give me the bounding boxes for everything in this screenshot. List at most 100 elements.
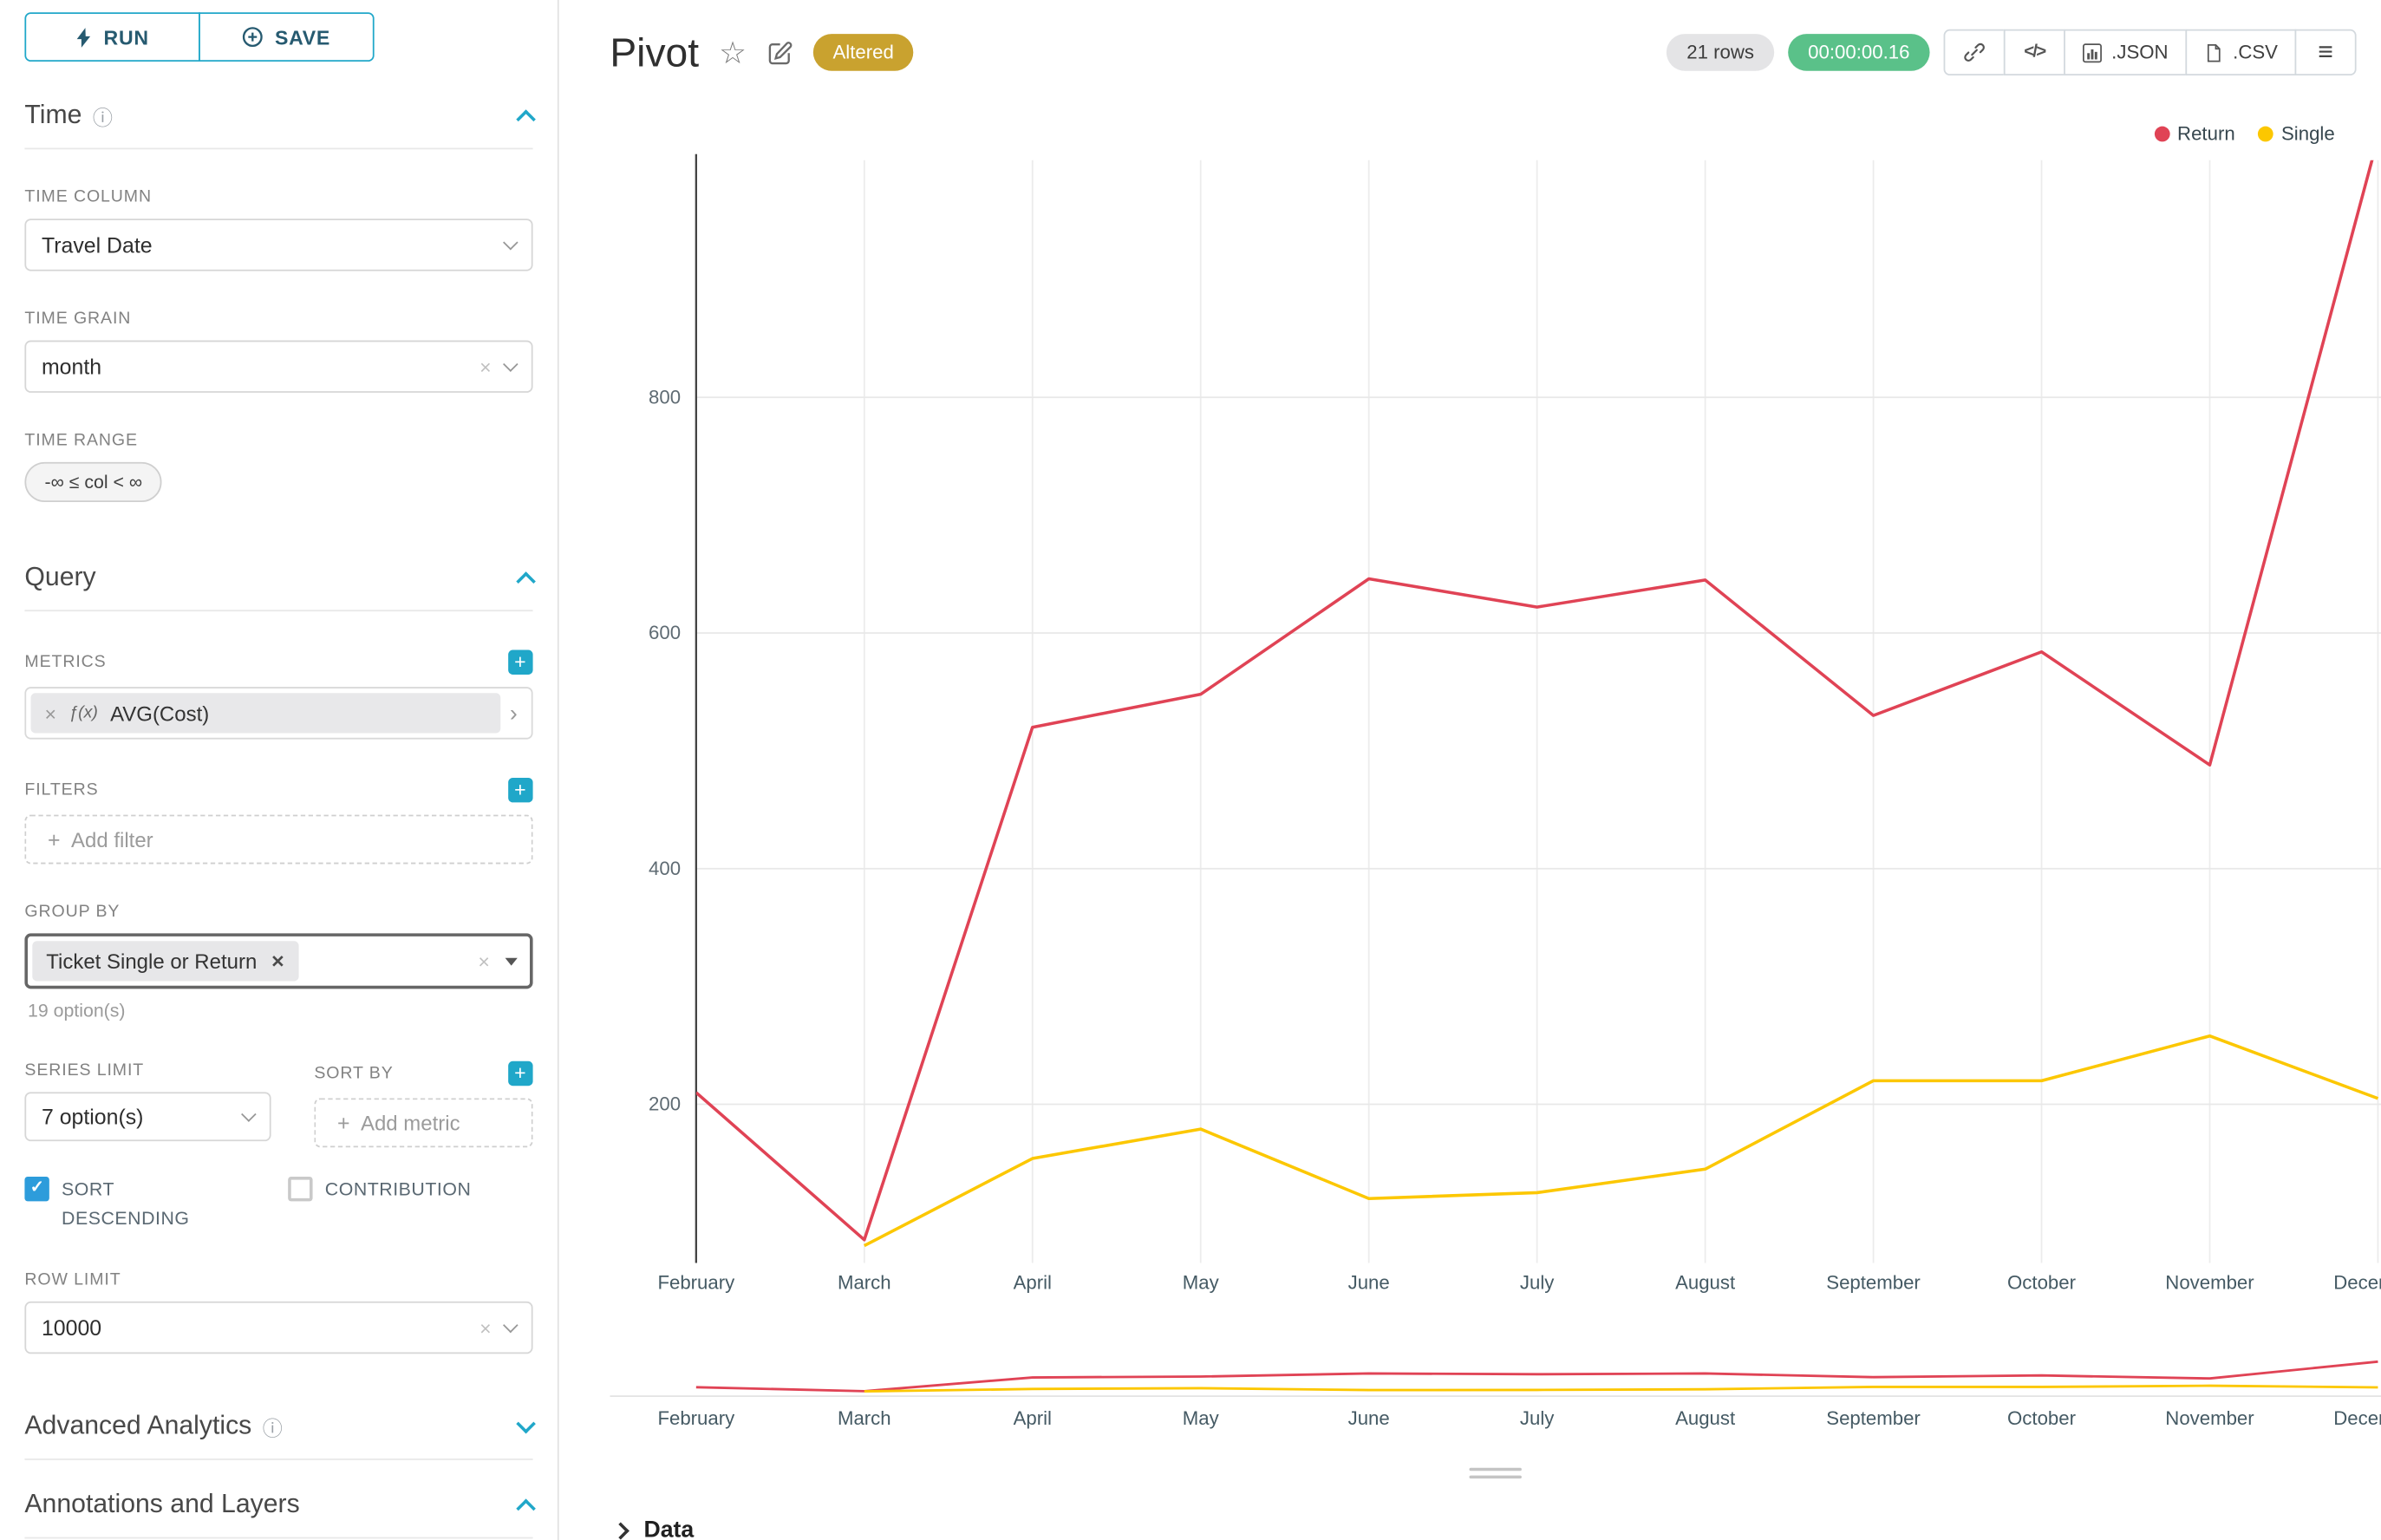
data-panel-toggle[interactable]: Data	[611, 1517, 695, 1540]
info-icon: ⓘ	[92, 105, 113, 129]
svg-text:800: 800	[649, 386, 681, 408]
sort-descending-checkbox[interactable]	[24, 1177, 49, 1202]
metric-chip[interactable]: × ƒ(x) AVG(Cost)	[30, 693, 501, 734]
svg-text:200: 200	[649, 1093, 681, 1115]
contribution-label: CONTRIBUTION	[324, 1178, 472, 1200]
save-button-label: SAVE	[274, 25, 331, 49]
add-metric-plus-button[interactable]: +	[508, 649, 533, 675]
plus-icon: +	[48, 826, 61, 852]
sort-by-label: SORT BY	[314, 1064, 394, 1083]
export-button-group: </> .JSON .CSV	[1943, 29, 2357, 76]
sort-descending-option[interactable]: SORT DESCENDING	[24, 1175, 288, 1232]
favorite-star-icon[interactable]: ☆	[719, 36, 747, 70]
filters-label: FILTERS	[24, 780, 99, 799]
link-icon	[1964, 42, 1985, 62]
panel-resize-handle[interactable]	[610, 1467, 2381, 1479]
svg-text:June: June	[1348, 1407, 1390, 1429]
add-filter-button[interactable]: + Add filter	[24, 814, 533, 865]
query-section-title: Query	[24, 562, 96, 592]
plus-icon: +	[336, 1110, 350, 1136]
time-column-select[interactable]: Travel Date	[24, 219, 533, 271]
legend-item-return[interactable]: Return	[2154, 123, 2235, 145]
time-section-header[interactable]: Time ⓘ	[24, 86, 536, 150]
svg-text:400: 400	[649, 858, 681, 879]
lightning-icon	[77, 27, 91, 48]
metrics-label: METRICS	[24, 653, 107, 672]
chevron-up-icon	[516, 1498, 536, 1519]
data-panel-label: Data	[643, 1517, 695, 1540]
line-chart[interactable]: 200 400 600 800 February March April May June Jul…	[610, 153, 2381, 1341]
chart-title: Pivot	[610, 28, 700, 75]
series-limit-select[interactable]: 7 option(s)	[24, 1092, 271, 1142]
svg-text:December: December	[2333, 1272, 2381, 1294]
metric-item[interactable]: × ƒ(x) AVG(Cost) ›	[24, 687, 533, 740]
time-grain-label: TIME GRAIN	[24, 310, 132, 329]
export-csv-button[interactable]: .CSV	[2185, 29, 2297, 76]
svg-text:February: February	[657, 1272, 735, 1294]
add-sort-metric-button[interactable]: + Add metric	[314, 1098, 533, 1148]
series-limit-label: SERIES LIMIT	[24, 1060, 145, 1080]
save-button[interactable]: SAVE	[199, 12, 375, 62]
clear-icon[interactable]: ×	[479, 355, 492, 379]
export-json-label: .JSON	[2111, 41, 2169, 63]
chart-header: Pivot ☆ Altered 21 rows 00:00:00.16	[610, 24, 2357, 80]
svg-text:March: March	[838, 1407, 891, 1429]
fx-icon: ƒ(x)	[68, 703, 98, 723]
time-range-pill[interactable]: -∞ ≤ col < ∞	[24, 461, 163, 503]
svg-text:March: March	[838, 1272, 891, 1294]
chevron-right-icon	[611, 1521, 629, 1539]
chart-minimap[interactable]: February March April May June July August Septe…	[610, 1353, 2381, 1439]
more-options-button[interactable]: ≡	[2294, 29, 2357, 76]
time-grain-select[interactable]: month ×	[24, 340, 533, 393]
remove-metric-icon[interactable]: ×	[44, 701, 56, 725]
group-by-select[interactable]: Ticket Single or Return ✕ ×	[24, 933, 533, 989]
chevron-down-icon	[516, 1414, 536, 1434]
time-column-label: TIME COLUMN	[24, 187, 152, 207]
legend-label: Return	[2177, 123, 2235, 145]
remove-chip-icon[interactable]: ✕	[271, 952, 285, 971]
chevron-right-icon[interactable]: ›	[509, 700, 518, 727]
chart-file-icon	[2082, 42, 2102, 62]
series-limit-value: 7 option(s)	[41, 1104, 144, 1129]
advanced-analytics-title: Advanced Analytics	[24, 1411, 252, 1441]
svg-text:May: May	[1183, 1407, 1220, 1429]
sort-descending-label: SORT DESCENDING	[62, 1178, 190, 1229]
edit-icon[interactable]	[766, 39, 793, 65]
clear-icon[interactable]: ×	[479, 1316, 492, 1340]
svg-text:February: February	[657, 1407, 735, 1429]
row-limit-select[interactable]: 10000 ×	[24, 1302, 533, 1354]
svg-text:October: October	[2007, 1407, 2077, 1429]
add-sort-metric-plus-button[interactable]: +	[508, 1060, 533, 1086]
group-by-chip[interactable]: Ticket Single or Return ✕	[32, 941, 299, 982]
metric-name: AVG(Cost)	[110, 701, 210, 725]
contribution-option[interactable]: CONTRIBUTION	[288, 1175, 471, 1204]
share-link-button[interactable]	[1943, 29, 2006, 76]
svg-text:September: September	[1826, 1272, 1921, 1294]
file-icon	[2207, 43, 2221, 62]
row-limit-value: 10000	[41, 1315, 102, 1341]
group-by-options-hint: 19 option(s)	[27, 999, 126, 1021]
svg-text:April: April	[1014, 1407, 1052, 1429]
add-filter-plus-button[interactable]: +	[508, 777, 533, 803]
advanced-analytics-section-header[interactable]: Advanced Analytics ⓘ	[24, 1397, 536, 1461]
altered-badge[interactable]: Altered	[812, 34, 914, 71]
svg-text:November: November	[2165, 1272, 2254, 1294]
annotations-section-header[interactable]: Annotations and Layers	[24, 1476, 536, 1539]
caret-down-icon	[505, 957, 518, 966]
chevron-up-icon	[516, 109, 536, 129]
contribution-checkbox[interactable]	[288, 1177, 313, 1202]
legend-item-single[interactable]: Single	[2258, 123, 2335, 145]
export-json-button[interactable]: .JSON	[2064, 29, 2187, 76]
time-section-title: Time	[24, 100, 82, 130]
svg-text:November: November	[2165, 1407, 2254, 1429]
time-range-label: TIME RANGE	[24, 431, 138, 450]
clear-icon[interactable]: ×	[478, 949, 490, 973]
query-section-header[interactable]: Query	[24, 548, 536, 612]
run-button-label: RUN	[103, 25, 149, 49]
view-query-button[interactable]: </>	[2003, 29, 2065, 76]
run-button[interactable]: RUN	[24, 12, 200, 62]
svg-text:600: 600	[649, 622, 681, 643]
code-icon: </>	[2024, 42, 2046, 62]
row-count-badge: 21 rows	[1667, 34, 1775, 71]
